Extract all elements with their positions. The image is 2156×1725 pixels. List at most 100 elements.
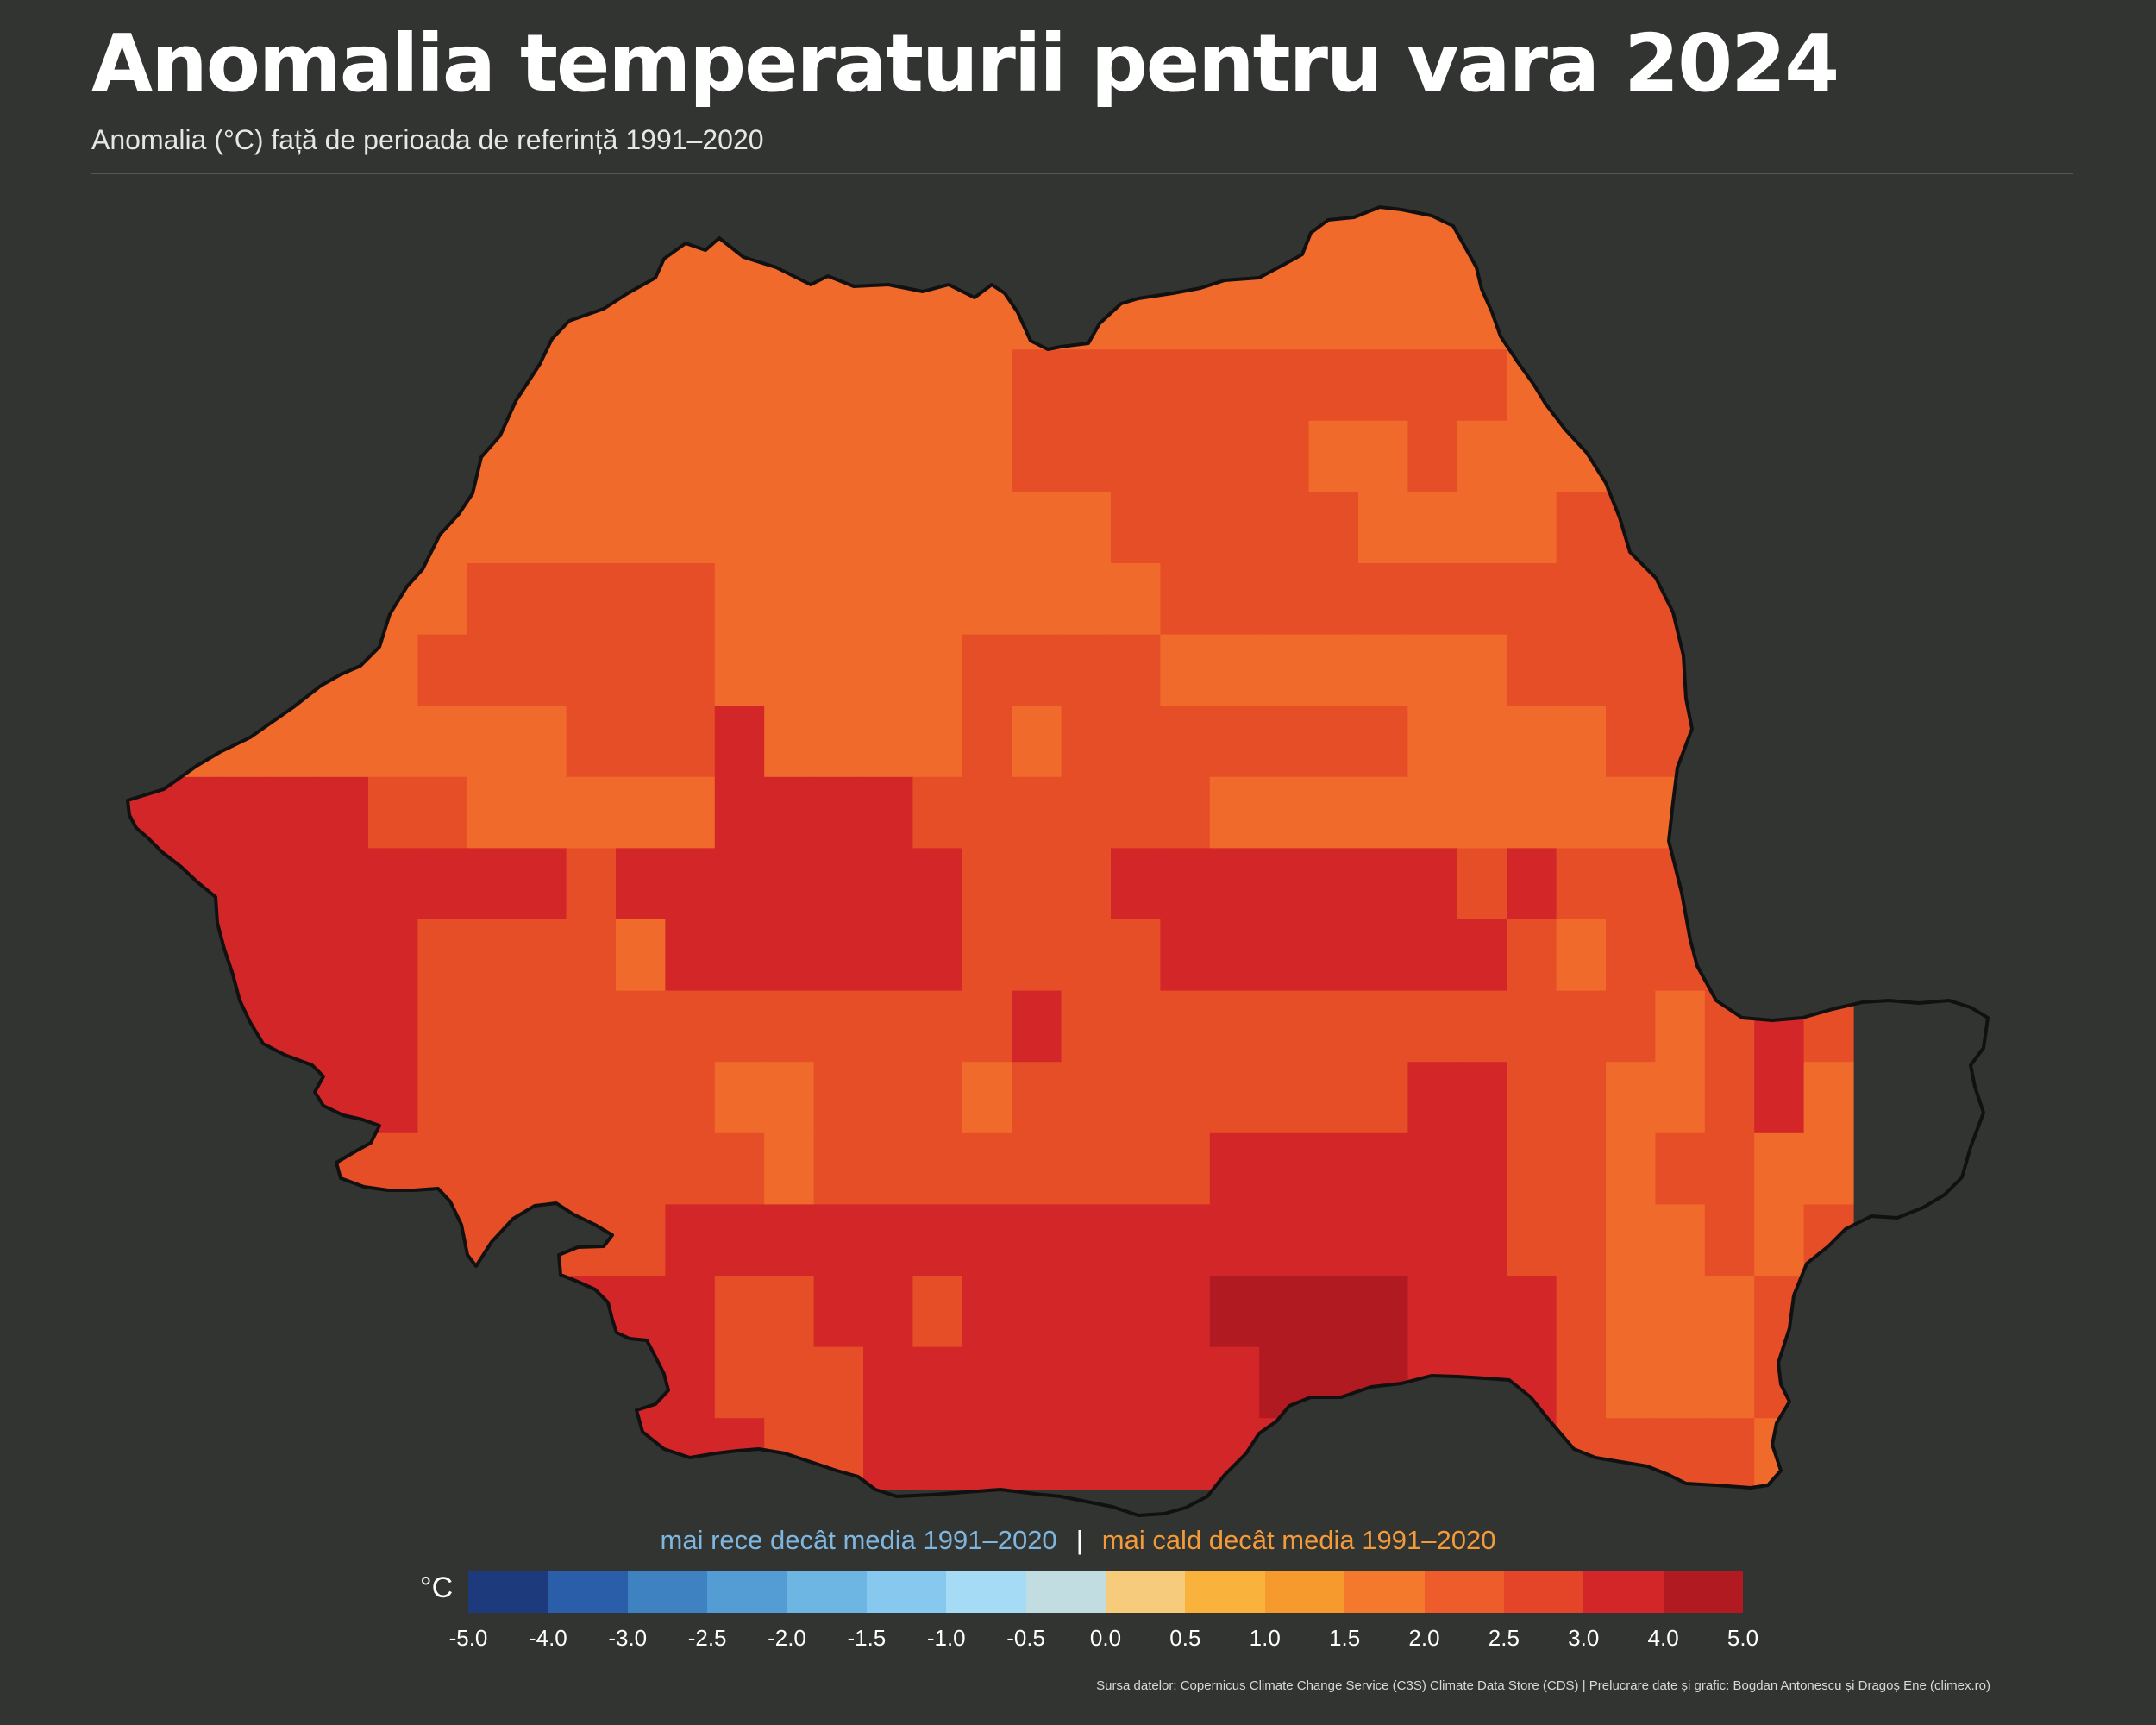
anomaly-cell [1111, 848, 1161, 920]
anomaly-cell [1507, 207, 1557, 279]
anomaly-cell [269, 1062, 320, 1134]
anomaly-cell [128, 349, 171, 422]
anomaly-cell [764, 1132, 815, 1205]
anomaly-cell [1655, 420, 1706, 492]
anomaly-cell [1704, 420, 1755, 492]
legend-ticks: -5.0 -4.0 -3.0 -2.5 -2.0 -1.5 -1.0 -0.5 0.0 0.5 1.… [449, 1625, 1758, 1659]
anomaly-cell [1209, 207, 1260, 279]
anomaly-cell [1704, 706, 1755, 778]
anomaly-cell [714, 1132, 765, 1205]
anomaly-cell [665, 563, 716, 636]
anomaly-cell [318, 706, 369, 778]
anomaly-cell [714, 919, 765, 992]
legend-tick-label: 3.0 [1568, 1625, 1600, 1651]
anomaly-cell [863, 1062, 913, 1134]
anomaly-cell [1606, 1062, 1656, 1134]
anomaly-cell [219, 776, 270, 849]
anomaly-cell [1556, 706, 1607, 778]
anomaly-cell [1111, 1346, 1161, 1419]
anomaly-cell [219, 563, 270, 636]
anomaly-cell [1209, 420, 1260, 492]
anomaly-cell [1308, 919, 1359, 992]
anomaly-cell [566, 706, 617, 778]
anomaly-cell [1754, 1418, 1805, 1490]
anomaly-cell [1556, 990, 1607, 1063]
anomaly-cell [912, 1276, 963, 1348]
anomaly-cell [1209, 492, 1260, 564]
anomaly-cell [1160, 990, 1211, 1063]
anomaly-cell [1655, 990, 1706, 1063]
anomaly-cell [467, 776, 517, 849]
anomaly-cell [1308, 706, 1359, 778]
anomaly-cell [1507, 706, 1557, 778]
anomaly-cell [1754, 278, 1805, 350]
anomaly-cell [128, 1418, 171, 1490]
anomaly-cell [417, 776, 468, 849]
anomaly-cell [1358, 1062, 1408, 1134]
anomaly-cell [616, 848, 666, 920]
anomaly-cell [1209, 1418, 1260, 1490]
anomaly-cell [318, 1204, 369, 1276]
anomaly-cell [1457, 848, 1507, 920]
anomaly-cell [1061, 420, 1112, 492]
anomaly-cell [566, 1132, 617, 1205]
anomaly-cell [1061, 1276, 1112, 1348]
legend-swatch [946, 1571, 1026, 1613]
anomaly-cell [1507, 776, 1557, 849]
anomaly-cell [1111, 1204, 1161, 1276]
anomaly-cell [1209, 1062, 1260, 1134]
anomaly-cell [1209, 1204, 1260, 1276]
anomaly-cell [1407, 1276, 1458, 1348]
anomaly-cell [269, 420, 320, 492]
anomaly-cell [813, 420, 864, 492]
anomaly-cell [517, 1346, 567, 1419]
anomaly-cell [128, 634, 171, 706]
anomaly-cell [665, 1276, 716, 1348]
anomaly-cell [417, 634, 468, 706]
anomaly-cell [219, 1062, 270, 1134]
anomaly-cell [1655, 207, 1706, 279]
anomaly-cell [219, 1346, 270, 1419]
anomaly-cell [1061, 776, 1112, 849]
anomaly-cell [962, 563, 1012, 636]
anomaly-cell [368, 776, 418, 849]
anomaly-cell [813, 1062, 864, 1134]
anomaly-cell [1704, 1062, 1755, 1134]
anomaly-cell [1308, 1062, 1359, 1134]
legend-tick-label: 5.0 [1727, 1625, 1759, 1651]
anomaly-cell [1259, 1204, 1310, 1276]
anomaly-cell [1655, 1276, 1706, 1348]
anomaly-cell [1012, 848, 1062, 920]
anomaly-cell [1358, 1276, 1408, 1348]
anomaly-cell [1556, 420, 1607, 492]
anomaly-cell [1407, 848, 1458, 920]
anomaly-cell [467, 278, 517, 350]
anomaly-cell [764, 634, 815, 706]
anomaly-cell [616, 278, 666, 350]
anomaly-cell [1457, 492, 1507, 564]
anomaly-cell [1358, 1418, 1408, 1490]
legend-warm-caption: mai cald decât media 1991–2020 [1101, 1525, 1496, 1555]
legend-swatch [1424, 1571, 1504, 1613]
anomaly-cell [1012, 207, 1062, 279]
anomaly-cell [1061, 990, 1112, 1063]
anomaly-cell [1704, 990, 1755, 1063]
anomaly-cell [467, 990, 517, 1063]
anomaly-cell [1606, 706, 1656, 778]
anomaly-cell [665, 207, 716, 279]
anomaly-cell [1754, 919, 1805, 992]
anomaly-cell [962, 919, 1012, 992]
anomaly-cell [517, 420, 567, 492]
page-title: Anomalia temperaturii pentru vara 2024 [91, 17, 1839, 110]
anomaly-cell [1012, 706, 1062, 778]
anomaly-cell [1457, 563, 1507, 636]
anomaly-cell [269, 919, 320, 992]
anomaly-cell [1209, 1276, 1260, 1348]
anomaly-cell [128, 563, 171, 636]
anomaly-cell [1259, 492, 1310, 564]
anomaly-cell [1407, 1062, 1458, 1134]
anomaly-cell [912, 1062, 963, 1134]
anomaly-cell [912, 1132, 963, 1205]
anomaly-cell [1012, 776, 1062, 849]
